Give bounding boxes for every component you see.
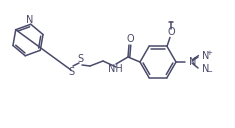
Text: N: N <box>26 15 33 25</box>
Text: O: O <box>167 27 175 37</box>
Text: +: + <box>207 50 212 56</box>
Text: N: N <box>202 64 209 74</box>
Text: O: O <box>126 35 134 45</box>
Text: −: − <box>207 69 212 75</box>
Text: N: N <box>202 51 209 61</box>
Text: S: S <box>77 55 83 65</box>
Text: NH: NH <box>108 65 122 74</box>
Text: S: S <box>68 67 74 77</box>
Text: N: N <box>188 57 196 67</box>
